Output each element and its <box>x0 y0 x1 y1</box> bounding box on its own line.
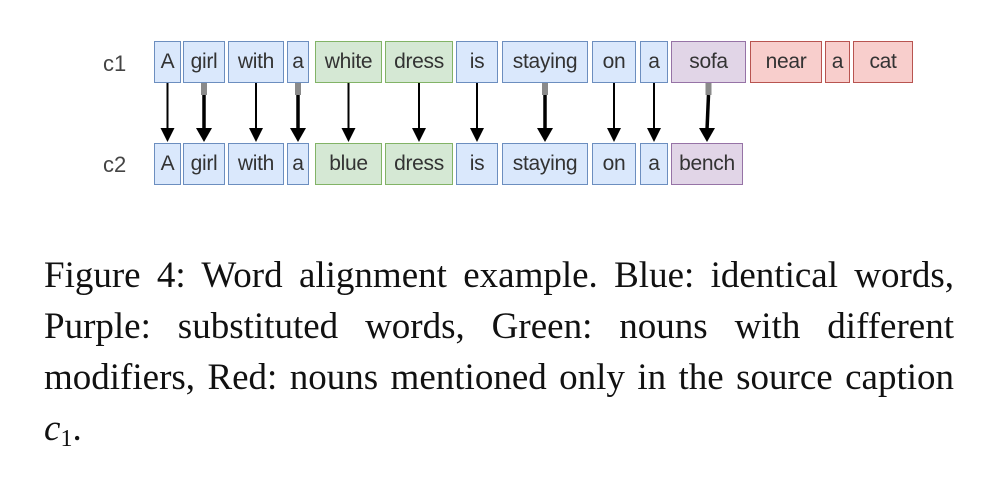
c1-token-1: girl <box>183 41 225 83</box>
caption-text: Figure 4: Word alignment example. Blue: … <box>44 255 954 398</box>
caption-variable: c <box>44 408 61 449</box>
c1-token-13: cat <box>853 41 913 83</box>
alignment-arrow <box>699 83 715 142</box>
c2-token-3: a <box>287 143 309 185</box>
c1-token-8: on <box>592 41 636 83</box>
alignment-arrows <box>160 83 715 142</box>
alignment-arrow <box>290 83 306 142</box>
c2-token-4: blue <box>315 143 382 185</box>
c1-token-3: a <box>287 41 309 83</box>
c1-token-2: with <box>228 41 284 83</box>
row-label-c2: c2 <box>103 152 127 177</box>
c2-token-5: dress <box>385 143 453 185</box>
c2-token-0: A <box>154 143 181 185</box>
figure-caption: Figure 4: Word alignment example. Blue: … <box>44 250 954 454</box>
row-label-c1: c1 <box>103 51 127 76</box>
alignment-arrow <box>470 83 484 142</box>
alignment-arrow <box>412 83 426 142</box>
c2-token-1: girl <box>183 143 225 185</box>
c1-token-4: white <box>315 41 382 83</box>
alignment-arrow <box>160 83 175 142</box>
c1-token-7: staying <box>502 41 588 83</box>
c1-token-5: dress <box>385 41 453 83</box>
c1-token-9: a <box>640 41 668 83</box>
c1-token-6: is <box>456 41 498 83</box>
alignment-arrow <box>607 83 621 142</box>
c1-token-10: sofa <box>671 41 746 83</box>
c2-token-7: staying <box>502 143 588 185</box>
c1-token-11: near <box>750 41 822 83</box>
alignment-arrow <box>196 83 212 142</box>
c2-token-9: a <box>640 143 668 185</box>
alignment-arrow <box>647 83 661 142</box>
c2-token-6: is <box>456 143 498 185</box>
c2-token-10: bench <box>671 143 743 185</box>
caption-subscript: 1 <box>60 426 73 452</box>
c1-token-0: A <box>154 41 181 83</box>
c2-token-2: with <box>228 143 284 185</box>
alignment-arrow <box>341 83 356 142</box>
alignment-arrow <box>537 83 553 142</box>
c1-token-12: a <box>825 41 850 83</box>
c2-token-8: on <box>592 143 636 185</box>
alignment-arrow <box>249 83 263 142</box>
caption-end: . <box>72 408 82 449</box>
